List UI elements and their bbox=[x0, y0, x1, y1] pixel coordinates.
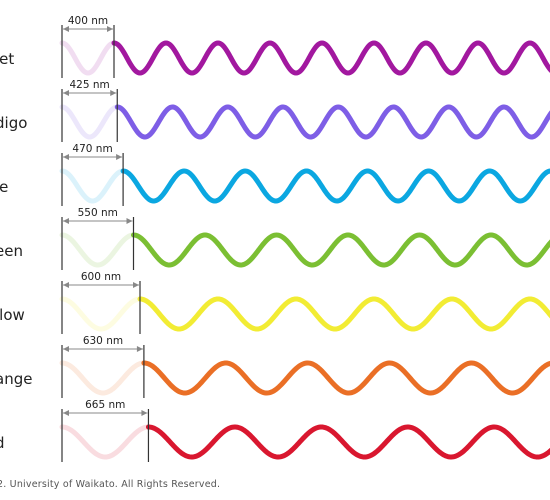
arrowhead-right bbox=[126, 218, 133, 224]
row-label-red: d bbox=[0, 434, 5, 452]
arrowhead-right bbox=[133, 282, 139, 288]
wave-faded-period bbox=[59, 104, 120, 140]
wave-solid bbox=[120, 168, 550, 204]
arrowhead-left bbox=[63, 90, 69, 96]
spectrum-row-green: een 550 nm bbox=[0, 207, 550, 270]
wave-solid bbox=[137, 296, 550, 332]
spectrum-row-yellow: llow 600 nm bbox=[0, 271, 550, 334]
arrowhead-left bbox=[63, 26, 69, 32]
spectrum-row-violet: let 400 nm bbox=[0, 15, 550, 78]
arrowhead-left bbox=[63, 346, 69, 352]
wavelength-label: 400 nm bbox=[68, 15, 108, 27]
arrowhead-right bbox=[136, 346, 143, 352]
row-label-yellow: llow bbox=[0, 306, 25, 324]
wave-solid bbox=[141, 360, 550, 396]
spectrum-row-blue: le 470 nm bbox=[0, 143, 550, 206]
spectrum-row-red: d 665 nm bbox=[0, 399, 550, 462]
wavelength-label: 470 nm bbox=[72, 143, 112, 155]
arrowhead-right bbox=[107, 26, 113, 32]
arrowhead-right bbox=[116, 154, 123, 160]
row-label-orange: ange bbox=[0, 370, 32, 388]
arrowhead-right bbox=[141, 410, 148, 416]
row-label-indigo: digo bbox=[0, 114, 27, 132]
spectrum-row-orange: ange 630 nm bbox=[0, 335, 550, 398]
spectrum-row-indigo: digo 425 nm bbox=[0, 79, 550, 142]
wave-solid bbox=[131, 232, 550, 268]
wave-faded-period bbox=[59, 168, 126, 204]
arrowhead-left bbox=[63, 154, 69, 160]
row-label-blue: le bbox=[0, 178, 8, 196]
arrowhead-left bbox=[63, 282, 69, 288]
wave-solid bbox=[114, 104, 550, 140]
arrowhead-left bbox=[63, 410, 69, 416]
arrowhead-left bbox=[63, 218, 69, 224]
wave-faded-period bbox=[59, 296, 143, 332]
wave-faded-period bbox=[59, 360, 146, 396]
arrowhead-right bbox=[110, 90, 117, 96]
wavelength-label: 630 nm bbox=[83, 335, 123, 347]
row-label-green: een bbox=[0, 242, 23, 260]
row-label-violet: let bbox=[0, 50, 14, 68]
wavelength-label: 665 nm bbox=[85, 399, 125, 411]
wave-faded-period bbox=[59, 232, 136, 268]
wave-faded-period bbox=[59, 424, 151, 460]
wave-solid bbox=[111, 40, 550, 76]
wavelength-label: 550 nm bbox=[78, 207, 118, 219]
copyright-notice: 2. University of Waikato. All Rights Res… bbox=[0, 479, 221, 490]
wavelength-label: 600 nm bbox=[81, 271, 121, 283]
wave-faded-period bbox=[59, 40, 117, 76]
wave-solid bbox=[145, 424, 550, 460]
wavelength-label: 425 nm bbox=[69, 79, 109, 91]
